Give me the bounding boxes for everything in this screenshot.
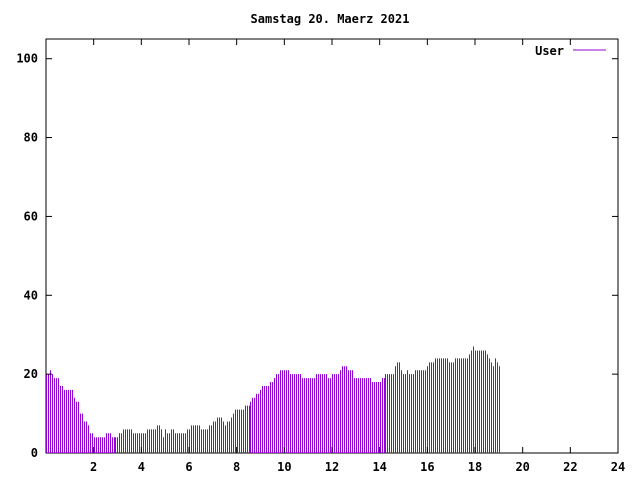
x-tick-label: 20 — [515, 460, 529, 474]
x-axis: 2 4 6 8 10 12 14 16 18 20 22 24 — [90, 39, 625, 474]
y-tick-label: 0 — [31, 446, 38, 460]
bars — [46, 346, 500, 453]
x-tick-label: 10 — [277, 460, 291, 474]
y-tick-label: 40 — [24, 288, 38, 302]
legend: User — [535, 44, 606, 58]
y-axis: 0 20 40 60 80 100 — [16, 52, 618, 460]
y-tick-label: 20 — [24, 367, 38, 381]
legend-label: User — [535, 44, 564, 58]
x-tick-label: 2 — [90, 460, 97, 474]
x-tick-label: 12 — [325, 460, 339, 474]
x-tick-label: 4 — [138, 460, 145, 474]
x-tick-label: 14 — [372, 460, 386, 474]
x-tick-label: 18 — [468, 460, 482, 474]
x-tick-label: 24 — [611, 460, 625, 474]
chart-title: Samstag 20. Maerz 2021 — [251, 12, 410, 26]
y-tick-label: 60 — [24, 209, 38, 223]
x-tick-label: 6 — [185, 460, 192, 474]
y-tick-label: 80 — [24, 131, 38, 145]
x-tick-label: 16 — [420, 460, 434, 474]
x-tick-label: 8 — [233, 460, 240, 474]
y-tick-label: 100 — [16, 52, 38, 66]
x-tick-label: 22 — [563, 460, 577, 474]
